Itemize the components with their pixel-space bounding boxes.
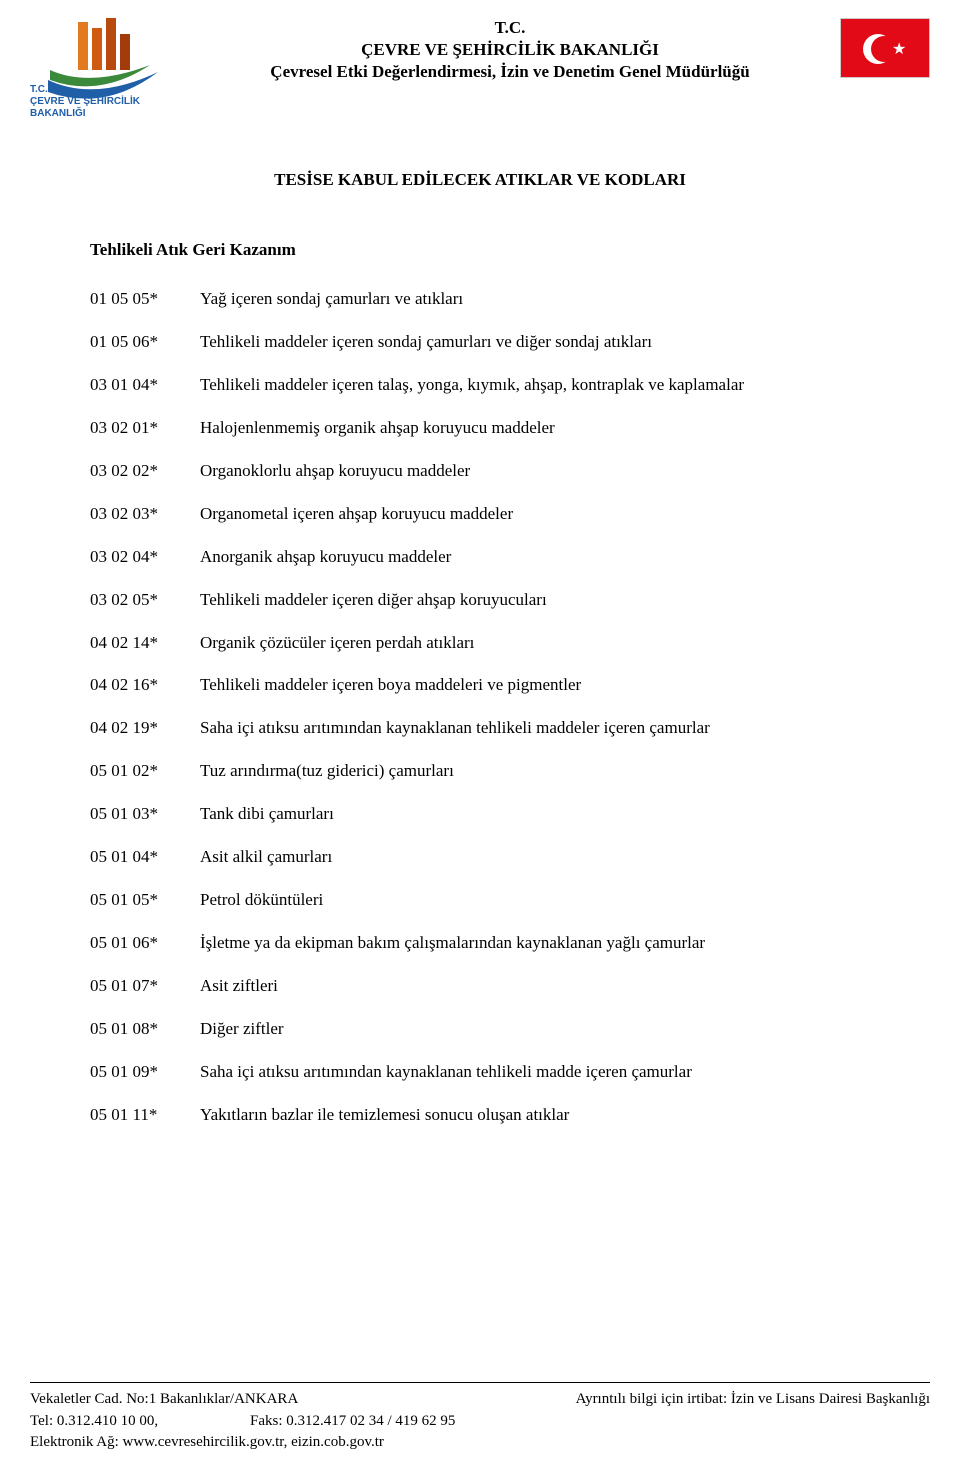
waste-description: Asit ziftleri [200, 975, 870, 998]
waste-description: Yakıtların bazlar ile temizlemesi sonucu… [200, 1104, 870, 1127]
page-footer: Vekaletler Cad. No:1 Bakanlıklar/ANKARA … [30, 1382, 930, 1454]
waste-code: 05 01 11* [90, 1104, 200, 1127]
waste-code-list: 01 05 05*Yağ içeren sondaj çamurları ve … [90, 288, 870, 1127]
header-center: T.C. ÇEVRE VE ŞEHİRCİLİK BAKANLIĞI Çevre… [200, 10, 820, 82]
waste-code: 03 01 04* [90, 374, 200, 397]
waste-code: 01 05 05* [90, 288, 200, 311]
waste-row: 05 01 11*Yakıtların bazlar ile temizleme… [90, 1104, 870, 1127]
waste-row: 05 01 06*İşletme ya da ekipman bakım çal… [90, 932, 870, 955]
waste-code: 03 02 05* [90, 589, 200, 612]
waste-row: 05 01 03*Tank dibi çamurları [90, 803, 870, 826]
waste-row: 03 02 03*Organometal içeren ahşap koruyu… [90, 503, 870, 526]
waste-description: Saha içi atıksu arıtımından kaynaklanan … [200, 1061, 870, 1084]
waste-code: 05 01 09* [90, 1061, 200, 1084]
waste-code: 05 01 06* [90, 932, 200, 955]
waste-row: 05 01 08*Diğer ziftler [90, 1018, 870, 1041]
waste-code: 05 01 08* [90, 1018, 200, 1041]
waste-code: 05 01 05* [90, 889, 200, 912]
turkish-flag-icon: ★ [840, 18, 930, 78]
waste-row: 05 01 04*Asit alkil çamurları [90, 846, 870, 869]
flag-container: ★ [820, 10, 930, 78]
waste-code: 05 01 03* [90, 803, 200, 826]
document-body: TESİSE KABUL EDİLECEK ATIKLAR VE KODLARI… [0, 130, 960, 1127]
waste-row: 04 02 19*Saha içi atıksu arıtımından kay… [90, 717, 870, 740]
waste-description: Diğer ziftler [200, 1018, 870, 1041]
waste-description: Tehlikeli maddeler içeren diğer ahşap ko… [200, 589, 870, 612]
waste-row: 03 02 05*Tehlikeli maddeler içeren diğer… [90, 589, 870, 612]
waste-code: 05 01 04* [90, 846, 200, 869]
waste-code: 04 02 14* [90, 632, 200, 655]
waste-row: 05 01 07*Asit ziftleri [90, 975, 870, 998]
waste-description: Organoklorlu ahşap koruyucu maddeler [200, 460, 870, 483]
waste-code: 01 05 06* [90, 331, 200, 354]
waste-row: 03 02 01*Halojenlenmemiş organik ahşap k… [90, 417, 870, 440]
waste-description: Tehlikeli maddeler içeren talaş, yonga, … [200, 374, 870, 397]
section-title: TESİSE KABUL EDİLECEK ATIKLAR VE KODLARI [90, 170, 870, 190]
waste-row: 04 02 16*Tehlikeli maddeler içeren boya … [90, 674, 870, 697]
waste-code: 03 02 01* [90, 417, 200, 440]
waste-description: Yağ içeren sondaj çamurları ve atıkları [200, 288, 870, 311]
footer-tel: Tel: 0.312.410 10 00, [30, 1411, 250, 1433]
footer-address: Vekaletler Cad. No:1 Bakanlıklar/ANKARA [30, 1389, 576, 1411]
waste-row: 04 02 14*Organik çözücüler içeren perdah… [90, 632, 870, 655]
waste-row: 01 05 06*Tehlikeli maddeler içeren sonda… [90, 331, 870, 354]
header-line-3: Çevresel Etki Değerlendirmesi, İzin ve D… [200, 62, 820, 82]
waste-row: 03 02 02*Organoklorlu ahşap koruyucu mad… [90, 460, 870, 483]
waste-row: 01 05 05*Yağ içeren sondaj çamurları ve … [90, 288, 870, 311]
waste-code: 03 02 04* [90, 546, 200, 569]
waste-description: Halojenlenmemiş organik ahşap koruyucu m… [200, 417, 870, 440]
waste-row: 03 01 04*Tehlikeli maddeler içeren talaş… [90, 374, 870, 397]
ministry-logo-left: T.C. ÇEVRE VE ŞEHİRCİLİK BAKANLIĞI [30, 10, 200, 120]
waste-row: 05 01 09*Saha içi atıksu arıtımından kay… [90, 1061, 870, 1084]
waste-description: Saha içi atıksu arıtımından kaynaklanan … [200, 717, 870, 740]
waste-description: Anorganik ahşap koruyucu maddeler [200, 546, 870, 569]
footer-divider [30, 1382, 930, 1383]
waste-code: 04 02 16* [90, 674, 200, 697]
waste-code: 05 01 02* [90, 760, 200, 783]
waste-code: 03 02 03* [90, 503, 200, 526]
waste-row: 05 01 02*Tuz arındırma(tuz giderici) çam… [90, 760, 870, 783]
waste-description: Tank dibi çamurları [200, 803, 870, 826]
header-line-1: T.C. [200, 18, 820, 38]
waste-description: Organometal içeren ahşap koruyucu maddel… [200, 503, 870, 526]
waste-description: İşletme ya da ekipman bakım çalışmaların… [200, 932, 870, 955]
waste-description: Organik çözücüler içeren perdah atıkları [200, 632, 870, 655]
logo-text-ministry: ÇEVRE VE ŞEHİRCİLİK [30, 94, 141, 107]
waste-row: 03 02 04*Anorganik ahşap koruyucu maddel… [90, 546, 870, 569]
footer-contact: Ayrıntılı bilgi için irtibat: İzin ve Li… [576, 1389, 930, 1411]
footer-web: Elektronik Ağ: www.cevresehircilik.gov.t… [30, 1432, 930, 1454]
waste-description: Petrol döküntüleri [200, 889, 870, 912]
logo-text-bakanligi: BAKANLIĞI [30, 106, 86, 119]
waste-code: 05 01 07* [90, 975, 200, 998]
waste-description: Tehlikeli maddeler içeren boya maddeleri… [200, 674, 870, 697]
waste-row: 05 01 05*Petrol döküntüleri [90, 889, 870, 912]
waste-code: 03 02 02* [90, 460, 200, 483]
subsection-title: Tehlikeli Atık Geri Kazanım [90, 240, 870, 260]
waste-description: Asit alkil çamurları [200, 846, 870, 869]
waste-description: Tuz arındırma(tuz giderici) çamurları [200, 760, 870, 783]
footer-fax: Faks: 0.312.417 02 34 / 419 62 95 [250, 1411, 455, 1433]
header-line-2: ÇEVRE VE ŞEHİRCİLİK BAKANLIĞI [200, 40, 820, 60]
waste-code: 04 02 19* [90, 717, 200, 740]
logo-text-tc: T.C. [30, 84, 48, 95]
page-header: T.C. ÇEVRE VE ŞEHİRCİLİK BAKANLIĞI T.C. … [0, 0, 960, 130]
waste-description: Tehlikeli maddeler içeren sondaj çamurla… [200, 331, 870, 354]
